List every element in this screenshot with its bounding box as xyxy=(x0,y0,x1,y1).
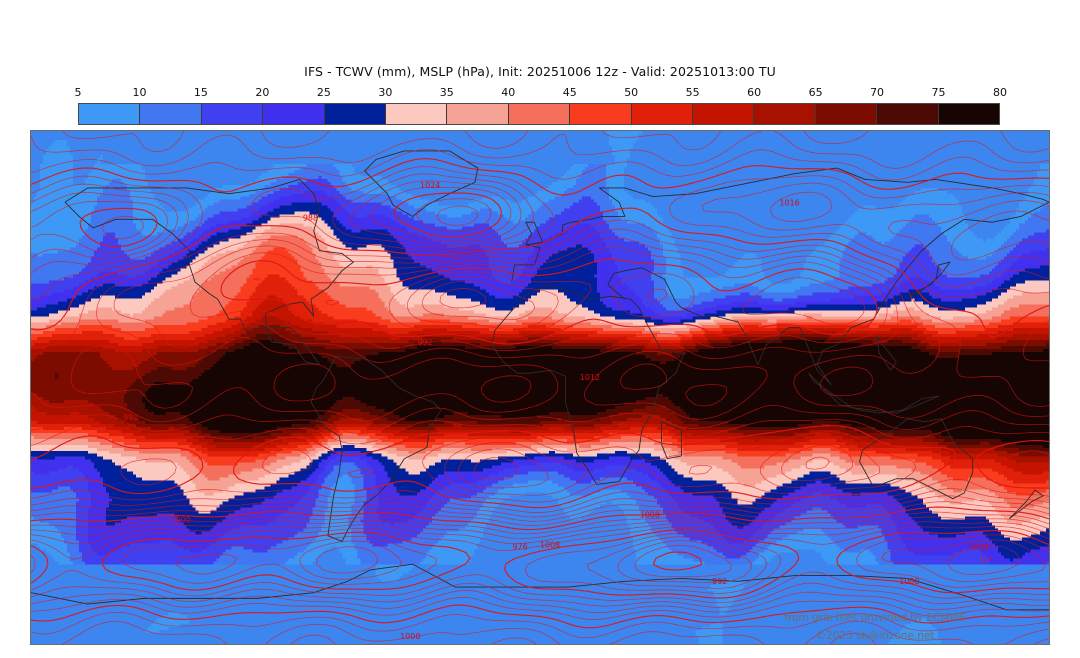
mslp-contour-984 xyxy=(31,187,1049,604)
colorbar-swatch-55 xyxy=(693,104,755,124)
mslp-contour-layer xyxy=(31,131,1049,644)
colorbar-tick-80: 80 xyxy=(993,86,1007,99)
colorbar-swatch-65 xyxy=(815,104,878,124)
colorbar-tick-60: 60 xyxy=(747,86,762,99)
mslp-label-992: 992 xyxy=(418,338,433,347)
mslp-label-976: 976 xyxy=(512,542,527,551)
mslp-contour-1016 xyxy=(31,246,1049,513)
colorbar-tick-65: 65 xyxy=(808,86,823,99)
mslp-label-1008: 1008 xyxy=(640,511,660,520)
mslp-contour-992 xyxy=(31,173,1049,613)
mslp-contour-1028 xyxy=(407,275,881,496)
mslp-label-1024: 1024 xyxy=(420,181,440,190)
coastline-layer xyxy=(31,150,1049,611)
colorbar-swatches xyxy=(78,103,1000,125)
mslp-label-1012: 1012 xyxy=(580,373,600,382)
colorbar-swatch-5 xyxy=(79,104,141,124)
mslp-contour-980 xyxy=(31,192,1049,599)
mslp-contour-996 xyxy=(31,166,1049,620)
coastline-segment xyxy=(31,563,1049,611)
colorbar-swatch-10 xyxy=(140,104,202,124)
coastline-segment xyxy=(364,150,479,217)
colorbar-tick-labels: 5 10 15 20 25 30 35 40 45 50 55 60 65 70 75 80 xyxy=(74,86,1008,102)
coastline-segment xyxy=(808,372,940,414)
coastline-segment xyxy=(310,355,442,542)
mslp-label-1004: 1004 xyxy=(969,542,989,551)
mslp-label-988: 988 xyxy=(303,214,318,223)
colorbar-swatch-45 xyxy=(570,104,632,124)
colorbar-tick-10: 10 xyxy=(132,86,147,99)
mslp-contour-1008 xyxy=(31,131,1049,644)
mslp-contour-972 xyxy=(175,205,1046,589)
map-canvas[interactable]: 1024 992 1000 992 1008 976 1000 1016 1008 992 1004… xyxy=(30,130,1050,645)
mslp-contour-1004 xyxy=(31,149,1049,639)
colorbar-swatch-30 xyxy=(386,104,448,124)
colorbar-tick-40: 40 xyxy=(501,86,516,99)
coastline-segment xyxy=(525,221,544,246)
mslp-contour-1032 xyxy=(421,280,854,489)
colorbar-swatch-25 xyxy=(324,104,387,124)
colorbar-tick-30: 30 xyxy=(378,86,393,99)
colorbar-swatch-40 xyxy=(508,104,571,124)
mslp-label-992: 992 xyxy=(712,577,727,586)
mslp-contour-968 xyxy=(316,540,1021,583)
mslp-label-1000: 1000 xyxy=(400,632,420,641)
mslp-label-1000: 1000 xyxy=(171,515,191,524)
colorbar-swatch-20 xyxy=(263,104,325,124)
mslp-contour-1012 xyxy=(31,131,1049,644)
mslp-contour-1036 xyxy=(439,288,830,481)
colorbar-tick-45: 45 xyxy=(562,86,577,99)
mslp-label-1016: 1016 xyxy=(779,199,799,208)
page-title: IFS - TCWV (mm), MSLP (hPa), Init: 20251… xyxy=(304,64,776,79)
colorbar-tick-35: 35 xyxy=(439,86,454,99)
mslp-label-992: 992 xyxy=(123,413,138,422)
mslp-contour-988 xyxy=(31,180,1049,608)
colorbar-tick-25: 25 xyxy=(316,86,331,99)
mslp-label-1008: 1008 xyxy=(540,540,560,549)
coastline-segment xyxy=(64,178,354,366)
coastline-segment xyxy=(859,418,974,500)
colorbar-tick-55: 55 xyxy=(685,86,700,99)
colorbar-swatch-70 xyxy=(877,104,939,124)
mslp-contour-labels: 1024 992 1000 992 1008 976 1000 1016 1008 992 1004… xyxy=(123,181,989,641)
colorbar-swatch-35 xyxy=(447,104,509,124)
colorbar-tick-70: 70 xyxy=(870,86,885,99)
tcwv-mslp-field: 1024 992 1000 992 1008 976 1000 1016 1008 992 1004… xyxy=(31,131,1049,644)
colorbar-swatch-15 xyxy=(201,104,264,124)
coastline-segment xyxy=(661,421,682,460)
colorbar-swatch-50 xyxy=(631,104,694,124)
mslp-contour-1000 xyxy=(31,158,1049,629)
coastline-segment xyxy=(491,284,685,485)
colorbar-tick-5: 5 xyxy=(74,86,82,99)
coastline-segment xyxy=(607,201,1049,386)
colorbar-tick-75: 75 xyxy=(931,86,946,99)
colorbar-tick-50: 50 xyxy=(624,86,639,99)
colorbar-tick-20: 20 xyxy=(255,86,270,99)
mslp-contour-964 xyxy=(634,545,992,577)
colorbar-swatch-75 xyxy=(938,104,1000,124)
mslp-label-1000: 1000 xyxy=(899,577,919,586)
mslp-contour-976 xyxy=(31,198,1049,594)
mslp-contour-1024 xyxy=(120,271,1049,503)
colorbar-tick-15: 15 xyxy=(193,86,208,99)
colorbar-swatch-60 xyxy=(754,104,816,124)
tcwv-filled-contours xyxy=(31,131,1049,644)
mslp-contour-960 xyxy=(652,551,703,571)
mslp-contour-1020 xyxy=(31,258,1049,509)
colorbar: 5 10 15 20 25 30 35 40 45 50 55 60 65 70 75 80 xyxy=(74,86,1008,126)
